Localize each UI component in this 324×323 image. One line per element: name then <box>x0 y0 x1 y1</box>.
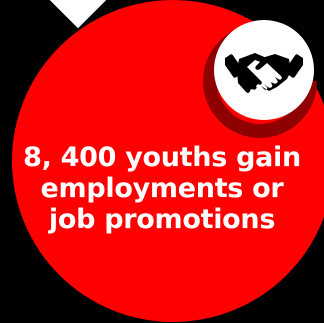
headline-text: 8, 400 youths gain employments or job pr… <box>14 142 310 235</box>
headline-line-1: 8, 400 youths gain <box>23 142 301 173</box>
handshake-icon <box>225 53 303 93</box>
icon-badge <box>217 23 311 117</box>
headline-line-3: job promotions <box>48 204 276 235</box>
headline-line-2: employments or <box>40 173 284 204</box>
